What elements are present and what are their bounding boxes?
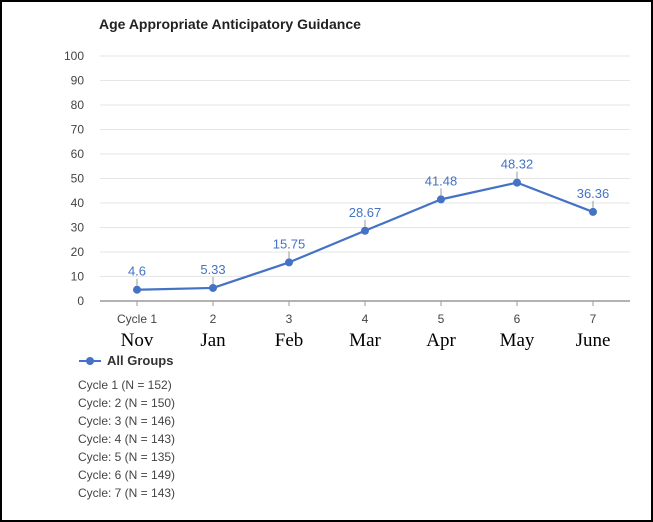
data-label: 28.67 xyxy=(349,205,382,220)
x-tick-label: 3 xyxy=(286,312,293,326)
note-line: Cycle: 6 (N = 149) xyxy=(78,468,176,482)
data-point xyxy=(133,285,141,294)
data-point xyxy=(285,258,293,267)
y-tick-label: 20 xyxy=(71,245,85,259)
month-label: Feb xyxy=(275,330,304,351)
y-tick-label: 70 xyxy=(71,123,85,137)
x-tick-label: Cycle 1 xyxy=(117,312,157,326)
data-label: 36.36 xyxy=(577,186,610,201)
chart-title: Age Appropriate Anticipatory Guidance xyxy=(99,16,361,32)
data-label: 5.33 xyxy=(200,262,225,277)
y-tick-label: 50 xyxy=(71,172,85,186)
y-tick-label: 30 xyxy=(71,221,85,235)
month-label: Nov xyxy=(121,330,154,351)
month-label: Apr xyxy=(426,330,456,351)
x-tick-label: 2 xyxy=(210,312,217,326)
month-label: Mar xyxy=(349,330,381,351)
x-tick-label: 7 xyxy=(590,312,597,326)
data-label: 41.48 xyxy=(425,173,458,188)
month-label: Jan xyxy=(200,330,226,351)
month-label: June xyxy=(576,330,611,351)
x-tick-label: 4 xyxy=(362,312,369,326)
y-tick-label: 0 xyxy=(77,294,84,308)
data-point xyxy=(361,226,369,235)
y-tick-label: 80 xyxy=(71,98,85,112)
y-tick-label: 10 xyxy=(71,270,85,284)
data-point xyxy=(589,207,597,216)
data-label: 48.32 xyxy=(501,157,534,172)
data-point xyxy=(209,283,217,292)
x-tick-label: 6 xyxy=(514,312,521,326)
y-tick-label: 40 xyxy=(71,196,85,210)
legend-label: All Groups xyxy=(107,353,174,368)
y-tick-label: 60 xyxy=(71,147,85,161)
cycle-notes: Cycle 1 (N = 152) Cycle: 2 (N = 150) Cyc… xyxy=(78,376,175,502)
note-line: Cycle: 3 (N = 146) xyxy=(78,414,176,428)
note-line: Cycle: 4 (N = 143) xyxy=(78,432,176,446)
note-line: Cycle: 2 (N = 150) xyxy=(78,396,176,410)
legend-swatch-icon xyxy=(79,354,101,368)
legend[interactable]: All Groups xyxy=(79,353,173,368)
note-line: Cycle: 5 (N = 135) xyxy=(78,450,176,464)
y-tick-label: 90 xyxy=(71,74,85,88)
data-label: 4.6 xyxy=(128,264,146,279)
data-point xyxy=(513,178,521,187)
y-tick-label: 100 xyxy=(64,49,84,63)
data-point xyxy=(437,195,445,204)
month-label: May xyxy=(500,330,535,351)
x-tick-label: 5 xyxy=(438,312,445,326)
note-line: Cycle 1 (N = 152) xyxy=(78,378,172,392)
note-line: Cycle: 7 (N = 143) xyxy=(78,486,176,500)
data-label: 15.75 xyxy=(273,236,306,251)
